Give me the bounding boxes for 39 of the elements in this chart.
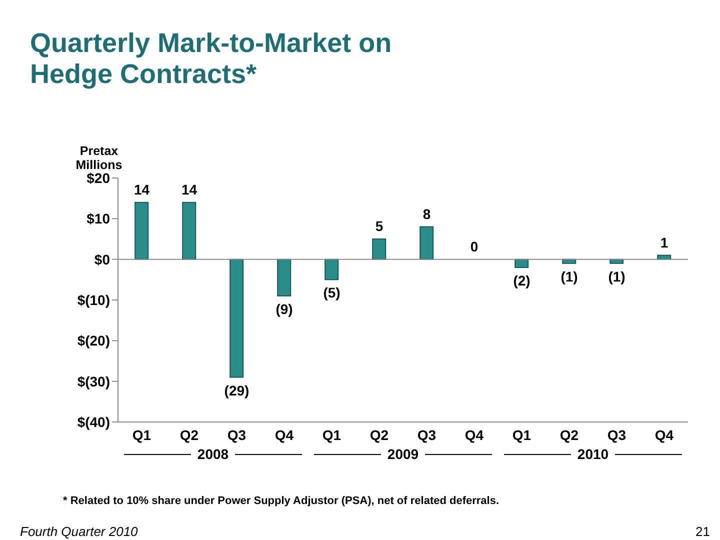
data-label: (2)	[513, 272, 530, 288]
x-tick-label: Q3	[417, 426, 436, 443]
data-label: (9)	[276, 300, 293, 317]
text: * Related to 10% share under Power Supply Adjustor (PSA), net of related deferrals.	[63, 495, 500, 507]
data-label: 14	[134, 181, 150, 198]
x-tick-label: Q2	[180, 426, 199, 443]
y-tick-label: $(10)	[77, 292, 110, 308]
x-tick-label: Q2	[560, 426, 579, 443]
y-tick-label: $(30)	[77, 373, 110, 390]
text: Fourth Quarter 2010	[20, 524, 138, 539]
y-tick-label: $20	[86, 170, 110, 186]
x-tick-label: Q4	[464, 426, 484, 443]
x-tick-label: Q1	[132, 426, 152, 443]
x-tick-label: Q4	[654, 426, 674, 443]
data-label: (5)	[323, 284, 340, 301]
data-label: 14	[181, 181, 198, 198]
y-tick-label: $(20)	[77, 332, 110, 349]
y-tick-label: $0	[94, 251, 110, 268]
text: 2010	[577, 446, 609, 462]
text: 21	[696, 524, 710, 539]
y-tick-label: $10	[86, 210, 110, 227]
y-axis-title: Pretax Millions	[74, 144, 124, 172]
text: 2009	[387, 446, 419, 462]
data-label: 8	[422, 206, 431, 222]
data-label: 5	[375, 218, 384, 234]
data-label: 0	[470, 238, 478, 254]
data-label: 1	[660, 234, 668, 250]
x-tick-label: Q1	[322, 426, 342, 443]
x-tick-label: Q3	[607, 426, 626, 443]
x-tick-label: Q1	[512, 426, 532, 443]
data-label: (1)	[608, 268, 626, 284]
text: 2008	[197, 446, 229, 462]
x-tick-label: Q3	[227, 426, 246, 443]
y-tick-label: $(40)	[77, 414, 110, 430]
chart-title: Quarterly Mark-to-Market on Hedge Contracts*	[30, 28, 393, 90]
data-label: (1)	[560, 268, 578, 284]
x-tick-label: Q2	[370, 426, 389, 443]
data-label: (29)	[224, 382, 250, 398]
x-tick-label: Q4	[274, 426, 294, 443]
